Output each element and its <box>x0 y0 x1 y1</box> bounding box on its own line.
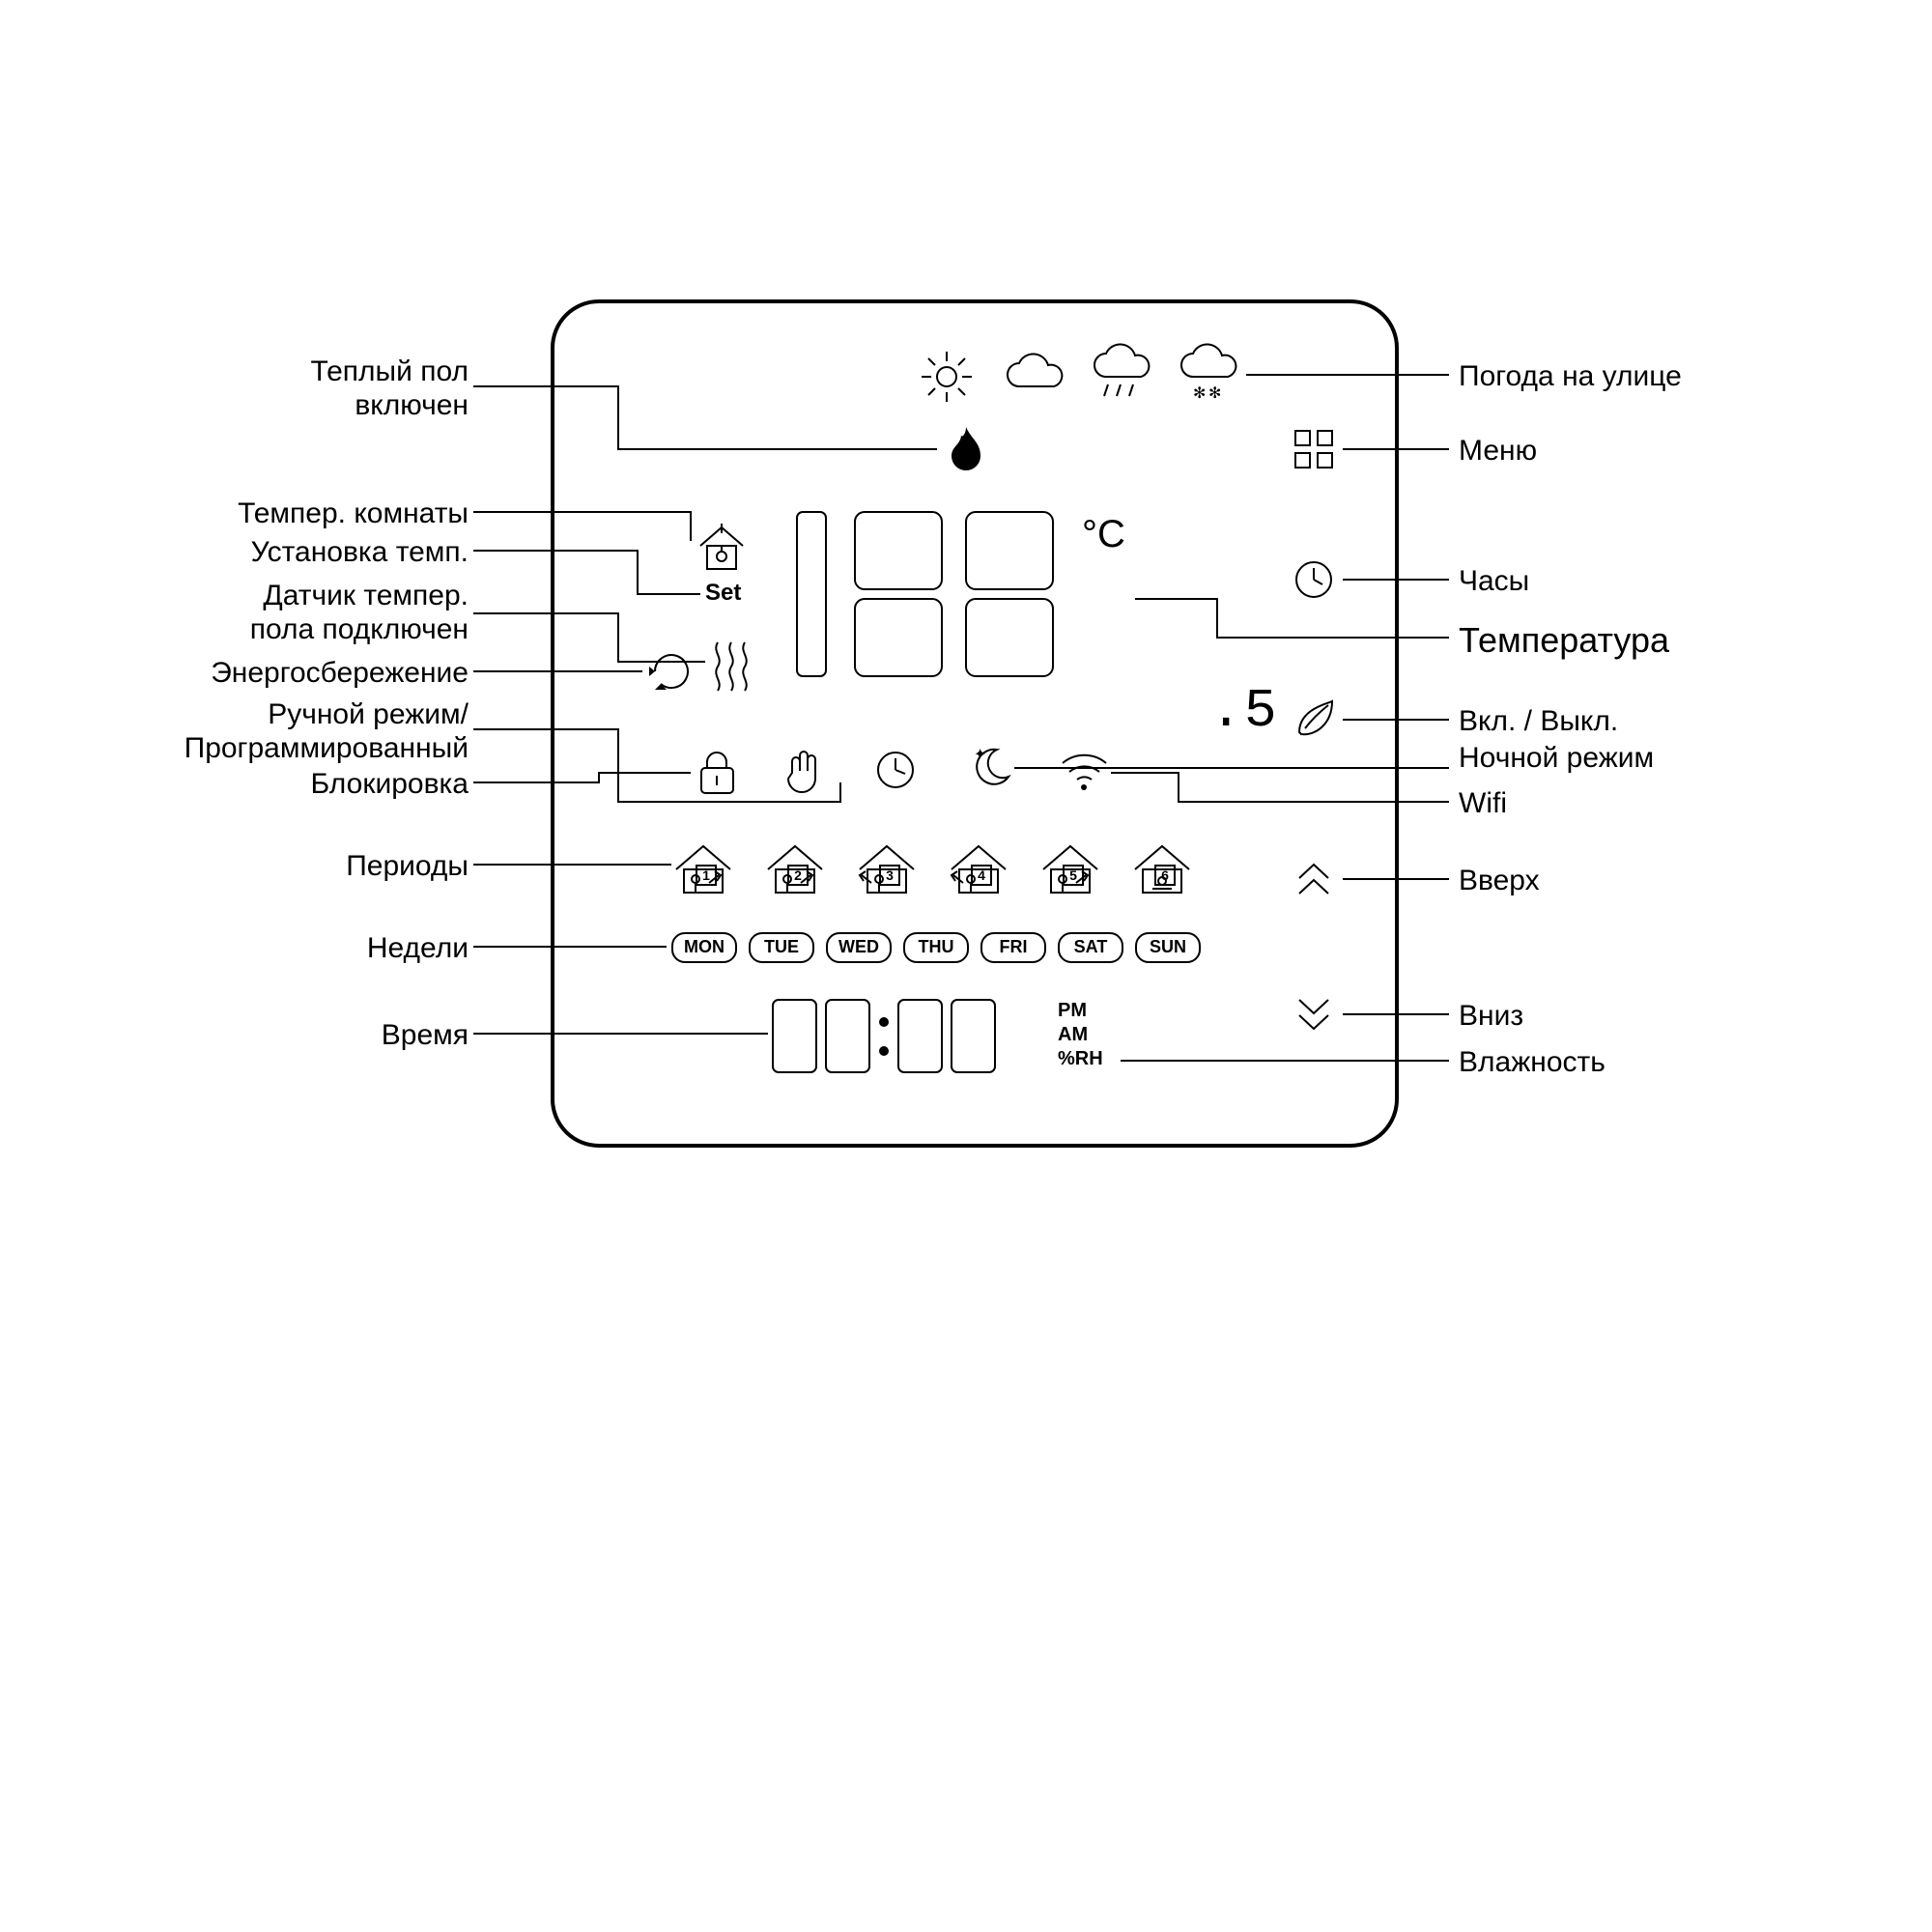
lbl-clock: Часы <box>1459 565 1529 599</box>
lbl-room-temp: Темпер. комнаты <box>238 497 469 531</box>
callout-lines <box>0 0 1932 1932</box>
lbl-weather: Погода на улице <box>1459 360 1682 394</box>
lbl-manual-prog: Ручной режим/ Программированный <box>185 698 469 765</box>
lbl-menu: Меню <box>1459 435 1537 469</box>
lbl-wifi: Wifi <box>1459 787 1507 821</box>
lbl-temperature: Температура <box>1459 620 1669 660</box>
lbl-lock: Блокировка <box>310 768 469 802</box>
lbl-set-temp: Установка темп. <box>251 536 469 570</box>
lbl-up: Вверх <box>1459 865 1540 898</box>
lbl-floor-heating-on: Теплый пол включен <box>310 355 469 422</box>
lbl-floor-sensor: Датчик темпер. пола подключен <box>250 580 469 646</box>
lbl-energy-saving: Энергосбережение <box>211 657 469 691</box>
lbl-weeks: Недели <box>367 932 469 966</box>
lbl-periods: Периоды <box>346 850 469 884</box>
diagram-stage: ✻ ✻ Set <box>0 0 1932 1932</box>
lbl-onoff: Вкл. / Выкл. <box>1459 705 1618 739</box>
lbl-night-mode: Ночной режим <box>1459 742 1654 776</box>
lbl-humidity: Влажность <box>1459 1046 1605 1080</box>
lbl-time: Время <box>382 1019 469 1053</box>
lbl-down: Вниз <box>1459 1000 1523 1034</box>
